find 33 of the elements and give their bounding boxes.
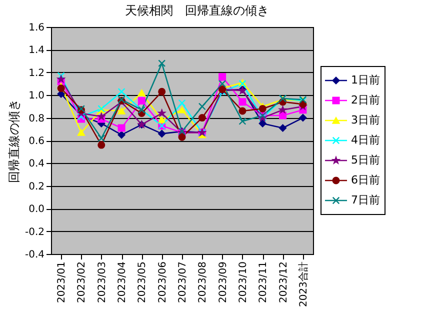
x-tick-label: 2023/12 bbox=[278, 262, 290, 304]
y-tick-label: 0.8 bbox=[28, 113, 44, 124]
y-tick-label: 1.6 bbox=[28, 22, 44, 34]
x-tick-label: 2023合計 bbox=[297, 262, 310, 307]
y-tick-label: 0.2 bbox=[28, 181, 44, 192]
y-tick-label: 1.2 bbox=[28, 68, 44, 79]
x-tick-label: 2023/11 bbox=[258, 262, 270, 304]
x-tick-label: 2023/06 bbox=[157, 262, 168, 304]
legend-label: 4日前 bbox=[351, 134, 380, 146]
x-tick-label: 2023/01 bbox=[56, 262, 68, 304]
y-tick-label: 1.0 bbox=[28, 90, 44, 102]
x-tick-label: 2023/08 bbox=[198, 262, 209, 304]
y-tick-label: -0.4 bbox=[24, 250, 44, 260]
legend-label: 7日前 bbox=[351, 194, 380, 206]
y-tick-label: 0.4 bbox=[28, 158, 44, 170]
y-tick-label: 0.6 bbox=[28, 136, 44, 147]
x-tick-label: 2023/04 bbox=[117, 262, 128, 304]
legend-label: 6日前 bbox=[351, 174, 380, 186]
x-tick-label: 2023/05 bbox=[137, 262, 148, 304]
x-tick-label: 2023/03 bbox=[96, 262, 108, 304]
chart-title: 天候相関 回帰直線の傾き bbox=[124, 4, 269, 18]
x-tick-label: 2023/07 bbox=[178, 262, 188, 304]
y-axis-title: 回帰直線の傾き bbox=[6, 99, 21, 183]
y-tick-label: 0.0 bbox=[28, 204, 44, 216]
y-tick-label: 1.4 bbox=[28, 45, 44, 56]
legend-label: 5日前 bbox=[351, 154, 380, 166]
legend-label: 3日前 bbox=[351, 114, 380, 126]
x-tick-label: 2023/09 bbox=[218, 262, 229, 304]
x-tick-label: 2023/02 bbox=[76, 262, 88, 304]
x-tick-label: 2023/10 bbox=[238, 262, 249, 304]
legend-label: 2日前 bbox=[351, 94, 380, 106]
legend-label: 1日前 bbox=[351, 74, 380, 86]
y-tick-label: -0.2 bbox=[24, 226, 44, 238]
